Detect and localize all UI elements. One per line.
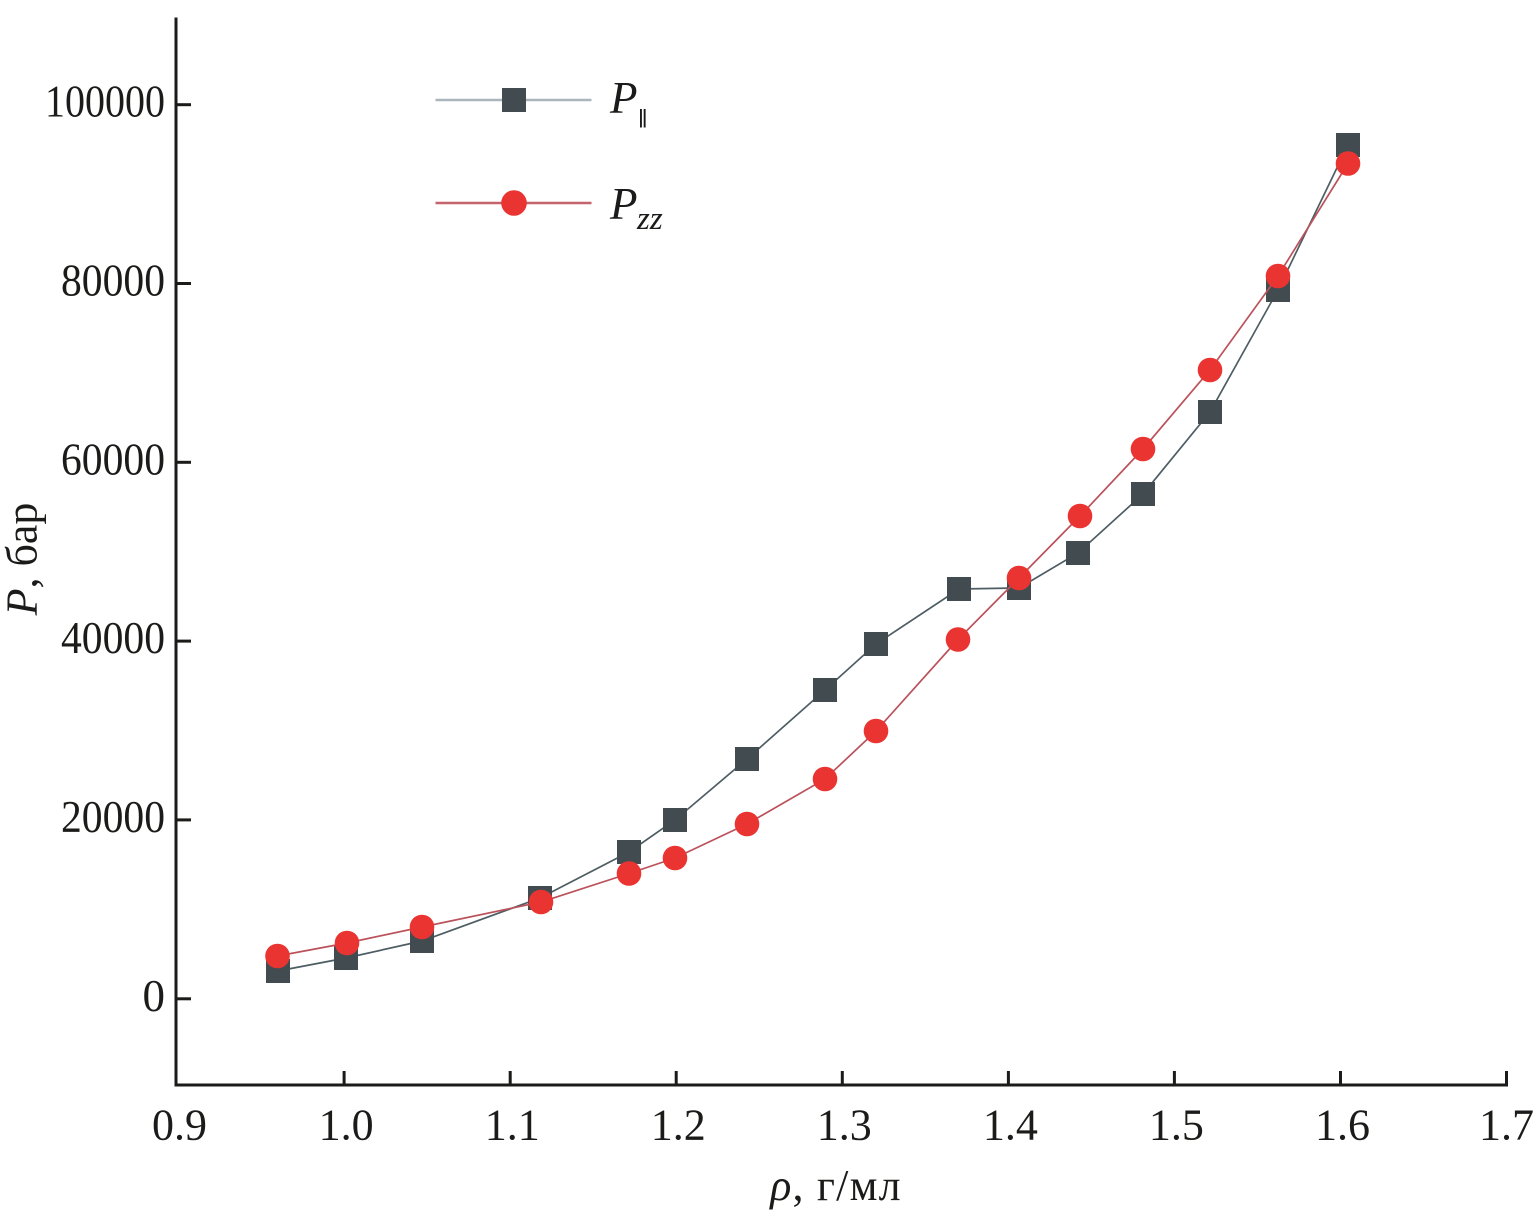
svg-text:100000: 100000 (45, 77, 165, 127)
svg-text:1.1: 1.1 (485, 1101, 540, 1150)
svg-text:1.6: 1.6 (1315, 1101, 1370, 1150)
svg-text:20000: 20000 (61, 792, 165, 842)
svg-text:P, бар: P, бар (0, 503, 47, 617)
svg-text:P: P (609, 73, 638, 123)
svg-text:zz: zz (636, 201, 663, 237)
svg-text:1.4: 1.4 (983, 1101, 1038, 1150)
svg-text:60000: 60000 (61, 434, 165, 484)
svg-text:40000: 40000 (61, 613, 165, 663)
svg-text:0: 0 (143, 971, 166, 1021)
svg-text:1.0: 1.0 (319, 1101, 374, 1150)
svg-text:P: P (609, 179, 638, 229)
svg-text:1.5: 1.5 (1149, 1101, 1204, 1150)
svg-text:1.7: 1.7 (1479, 1101, 1534, 1150)
svg-text:ρ, г/мл: ρ, г/мл (768, 1161, 902, 1210)
svg-text:1.2: 1.2 (651, 1101, 706, 1150)
svg-text:1.3: 1.3 (817, 1101, 872, 1150)
svg-text:80000: 80000 (61, 256, 165, 306)
svg-text:0.9: 0.9 (152, 1101, 207, 1150)
